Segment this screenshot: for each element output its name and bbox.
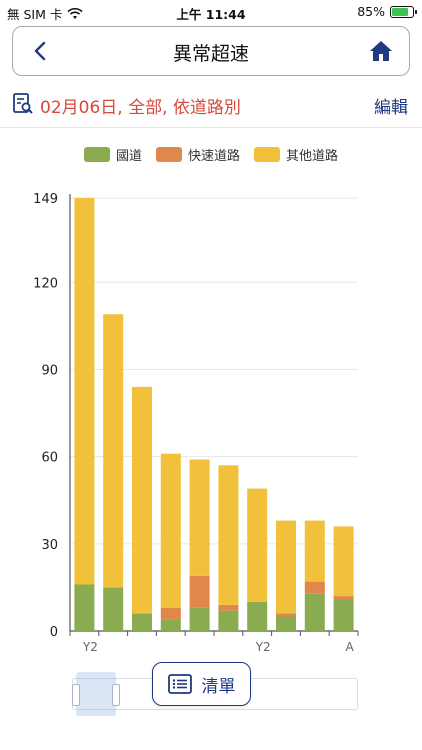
legend-label: 國道 [115, 149, 142, 164]
chart-legend: 國道 快速道路 其他道路 [0, 145, 422, 164]
status-time: 上午 11:44 [176, 7, 246, 22]
x-tick-label: Y2 [255, 640, 271, 654]
stacked-bar-chart: 0 30 60 90 120 149 Y2 Y2 A [33, 192, 359, 654]
battery-percent: 85% [357, 4, 385, 19]
battery-icon [390, 5, 417, 18]
bar-segment[interactable] [189, 459, 210, 576]
y-tick-label: 120 [33, 276, 58, 291]
back-button[interactable] [27, 38, 53, 64]
filter-row: 02月06日, 全部, 依道路別 編輯 [0, 84, 422, 128]
bar-segment[interactable] [74, 198, 95, 585]
legend-item-other[interactable]: 其他道路 [254, 145, 338, 164]
y-tick-label: 90 [41, 363, 58, 378]
bar-segment[interactable] [218, 465, 239, 605]
status-left: 無 SIM 卡 [7, 4, 83, 23]
filter-summary: 02月06日, 全部, 依道路別 [40, 98, 241, 118]
bar-segment[interactable] [333, 526, 354, 597]
bar-segment[interactable] [189, 607, 210, 631]
y-tick-label: 0 [50, 625, 58, 640]
data-zoom-handle-left[interactable] [72, 684, 80, 706]
bar-segment[interactable] [276, 520, 296, 614]
bar-segment[interactable] [276, 613, 296, 617]
bar-segment[interactable] [218, 610, 239, 631]
bar-segment[interactable] [304, 593, 325, 631]
legend-label: 快速道路 [187, 149, 240, 164]
wifi-icon [67, 7, 83, 19]
bar-segment[interactable] [304, 581, 325, 594]
list-icon [167, 674, 192, 694]
bar-segment[interactable] [304, 520, 325, 582]
bar-segment[interactable] [189, 575, 210, 608]
bar-segment[interactable] [218, 604, 239, 611]
list-button-label: 清單 [201, 676, 236, 697]
bar-segment[interactable] [103, 587, 124, 631]
bar-segment[interactable] [160, 607, 181, 620]
edit-button[interactable]: 編輯 [374, 98, 408, 118]
document-search-icon [13, 93, 33, 114]
data-zoom-window[interactable] [76, 672, 116, 716]
bar-segment[interactable] [103, 314, 124, 588]
nav-bar: 異常超速 [12, 26, 410, 76]
bar-segment[interactable] [160, 619, 181, 631]
bar-segment[interactable] [132, 613, 152, 631]
bar-segment[interactable] [132, 386, 152, 614]
legend-swatch [155, 147, 182, 162]
bar-segment[interactable] [333, 599, 354, 631]
legend-label: 其他道路 [286, 149, 339, 164]
x-tick-label: A [345, 640, 354, 654]
bar-segment[interactable] [247, 488, 268, 602]
battery-level [392, 7, 409, 16]
bar-segment[interactable] [160, 453, 181, 608]
status-right: 85% [357, 4, 417, 19]
home-button[interactable] [367, 37, 395, 65]
list-button[interactable]: 清單 [152, 662, 251, 706]
legend-item-expressway[interactable]: 快速道路 [155, 145, 240, 164]
legend-swatch [254, 147, 280, 162]
bar-segment[interactable] [247, 601, 268, 631]
page-title: 異常超速 [172, 43, 249, 65]
bar-segment[interactable] [333, 596, 354, 600]
carrier-label: 無 SIM 卡 [7, 7, 63, 22]
bar-segment[interactable] [74, 584, 95, 631]
bar-segment[interactable] [276, 616, 296, 631]
status-bar: 無 SIM 卡 上午 11:44 85% [0, 0, 422, 22]
legend-item-national[interactable]: 國道 [83, 145, 142, 164]
x-tick-label: Y2 [82, 640, 98, 654]
y-tick-label: 149 [33, 192, 58, 207]
y-tick-label: 60 [41, 451, 58, 466]
home-icon [370, 41, 392, 61]
y-tick-label: 30 [41, 538, 58, 553]
legend-swatch [83, 147, 110, 162]
chevron-left-icon [34, 41, 46, 61]
data-zoom-handle-right[interactable] [112, 684, 120, 706]
